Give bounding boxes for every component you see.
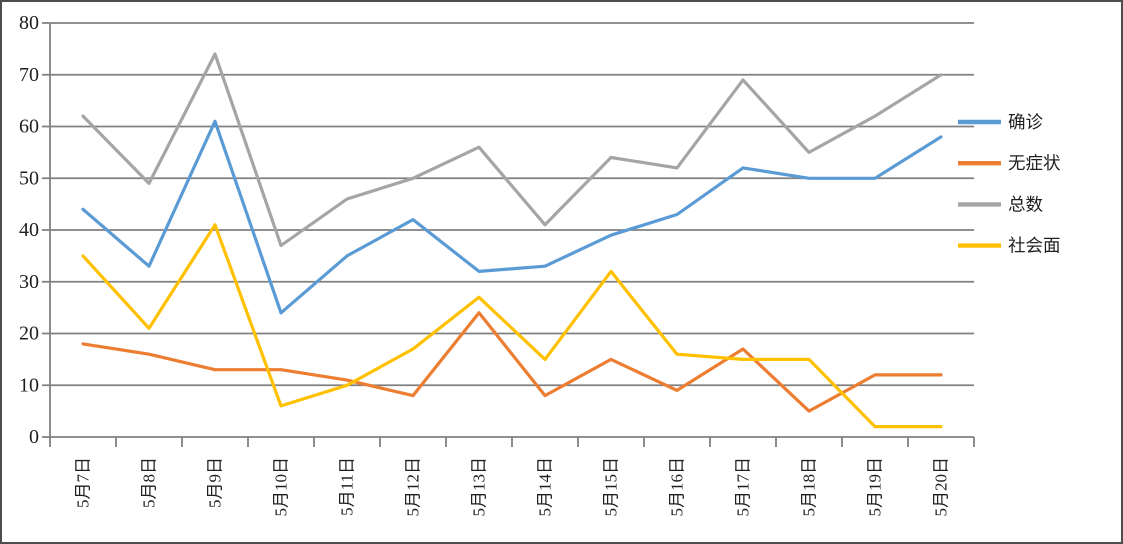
- y-tick-label: 0: [29, 426, 39, 448]
- x-tick-label: 5月9日: [206, 457, 225, 508]
- x-tick-label: 5月20日: [932, 457, 951, 517]
- legend-label-series-2: 总数: [1008, 194, 1043, 214]
- y-tick-label: 10: [19, 374, 39, 396]
- y-tick-label: 80: [19, 12, 39, 34]
- x-tick-label: 5月16日: [668, 457, 687, 517]
- series-line-2: [81, 52, 943, 248]
- y-tick-label: 20: [19, 323, 39, 345]
- y-tick-label: 50: [19, 167, 39, 189]
- series-line-1: [81, 311, 943, 413]
- y-tick-label: 70: [19, 64, 39, 86]
- x-tick-label: 5月12日: [404, 457, 423, 517]
- series-line-3: [81, 223, 943, 429]
- y-tick-label: 40: [19, 219, 39, 241]
- x-tick-label: 5月14日: [536, 457, 555, 517]
- legend-label-series-0: 确诊: [1008, 112, 1043, 132]
- legend-label-series-1: 无症状: [1008, 153, 1061, 173]
- x-tick-label: 5月10日: [272, 457, 291, 517]
- x-tick-label: 5月13日: [470, 457, 489, 517]
- x-tick-label: 5月7日: [74, 457, 93, 508]
- x-tick-label: 5月17日: [734, 457, 753, 517]
- y-tick-label: 30: [19, 271, 39, 293]
- x-tick-label: 5月8日: [140, 457, 159, 508]
- series-line-0: [81, 119, 943, 315]
- y-tick-label: 60: [19, 116, 39, 138]
- legend-label-series-3: 社会面: [1008, 236, 1061, 256]
- x-tick-label: 5月15日: [602, 457, 621, 517]
- x-tick-label: 5月18日: [800, 457, 819, 517]
- x-tick-label: 5月11日: [338, 457, 357, 516]
- x-tick-label: 5月19日: [866, 457, 885, 517]
